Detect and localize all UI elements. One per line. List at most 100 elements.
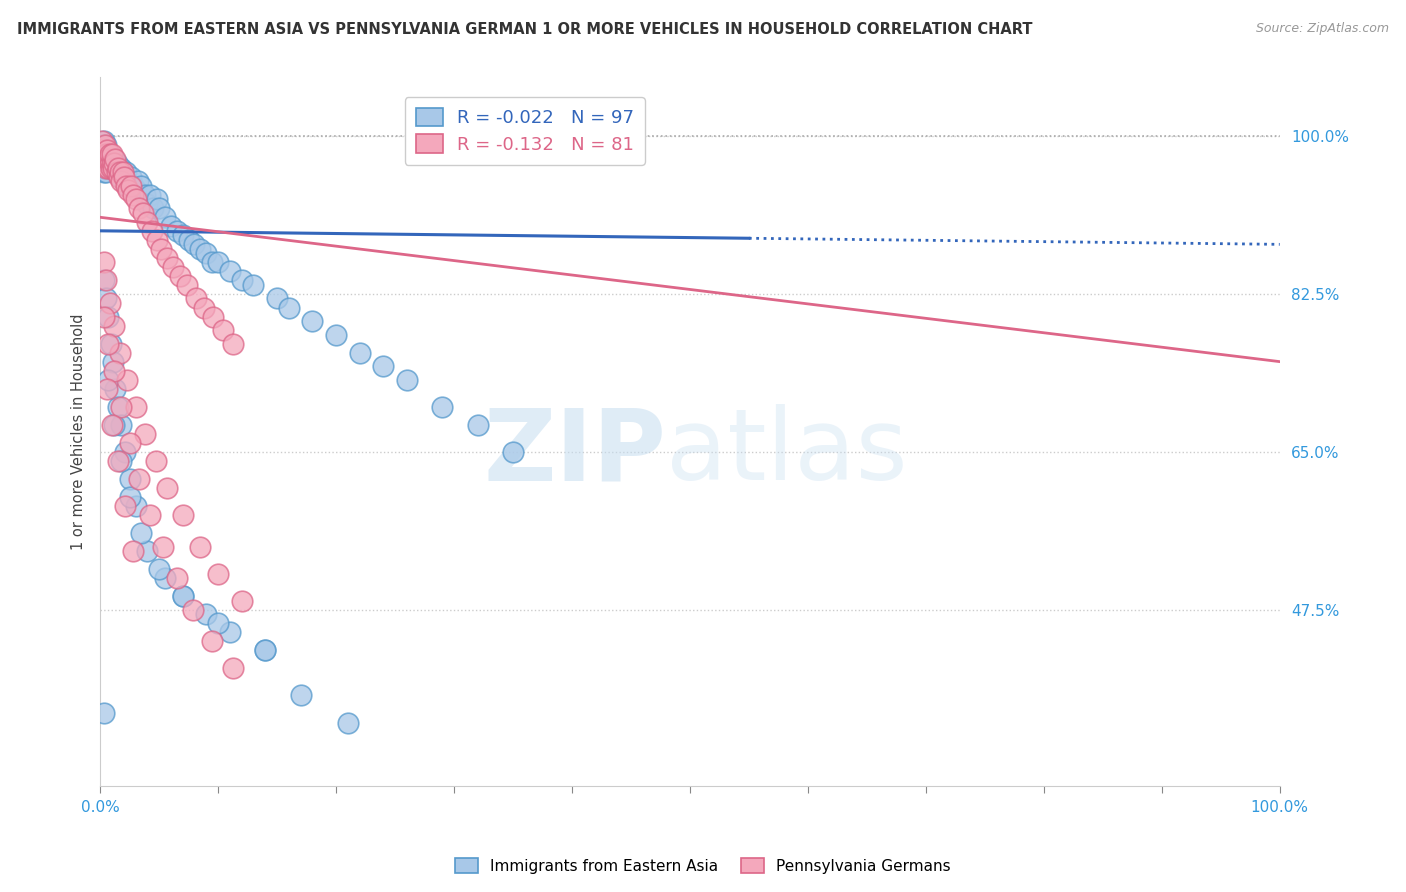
Point <box>172 228 194 243</box>
Point <box>98 156 121 170</box>
Point <box>90 143 112 157</box>
Point <box>93 165 115 179</box>
Point <box>277 301 299 315</box>
Point <box>118 435 141 450</box>
Point <box>107 161 129 175</box>
Point <box>120 178 142 193</box>
Point <box>115 165 138 179</box>
Point <box>152 540 174 554</box>
Point <box>101 161 124 175</box>
Point <box>131 178 153 193</box>
Point <box>105 165 128 179</box>
Point <box>219 264 242 278</box>
Point <box>97 373 120 387</box>
Point <box>124 400 146 414</box>
Point <box>219 625 242 640</box>
Point <box>117 373 139 387</box>
Point <box>101 156 124 170</box>
Point <box>145 454 167 468</box>
Point <box>145 233 167 247</box>
Point <box>94 152 117 166</box>
Point <box>172 589 194 603</box>
Point <box>93 255 115 269</box>
Point <box>97 161 120 175</box>
Point <box>195 607 218 622</box>
Point <box>145 192 167 206</box>
Point <box>104 382 127 396</box>
Point <box>162 260 184 274</box>
Point <box>94 161 117 175</box>
Point <box>94 161 117 175</box>
Point <box>110 174 132 188</box>
Point <box>108 345 131 359</box>
Point <box>91 138 114 153</box>
Point <box>94 143 117 157</box>
Point <box>96 156 118 170</box>
Point <box>110 161 132 175</box>
Point <box>136 196 159 211</box>
Point <box>107 400 129 414</box>
Point <box>101 152 124 166</box>
Point <box>242 277 264 292</box>
Point <box>138 187 160 202</box>
Point <box>150 242 173 256</box>
Point <box>160 219 183 234</box>
Point <box>134 426 156 441</box>
Point <box>94 292 117 306</box>
Point <box>103 156 125 170</box>
Point <box>118 472 141 486</box>
Point <box>142 201 165 215</box>
Point <box>97 310 120 324</box>
Point <box>103 364 125 378</box>
Point <box>111 165 134 179</box>
Point <box>138 508 160 522</box>
Point <box>124 499 146 513</box>
Point <box>153 211 176 225</box>
Point <box>111 165 134 179</box>
Point <box>94 152 117 166</box>
Point <box>467 417 489 432</box>
Point <box>98 161 121 175</box>
Point <box>97 156 120 170</box>
Point <box>131 206 153 220</box>
Point <box>96 152 118 166</box>
Point <box>93 152 115 166</box>
Point <box>183 237 205 252</box>
Point <box>169 268 191 283</box>
Point <box>349 345 371 359</box>
Point <box>211 323 233 337</box>
Point <box>325 327 347 342</box>
Point <box>148 201 170 215</box>
Point <box>502 445 524 459</box>
Point <box>101 147 124 161</box>
Point <box>254 643 277 657</box>
Point <box>207 255 229 269</box>
Point <box>395 373 418 387</box>
Point <box>100 336 122 351</box>
Point <box>91 134 114 148</box>
Point <box>124 192 146 206</box>
Point <box>93 273 115 287</box>
Point <box>290 689 312 703</box>
Point <box>120 169 142 184</box>
Text: ZIP: ZIP <box>484 404 666 501</box>
Point <box>94 156 117 170</box>
Point <box>97 336 120 351</box>
Point <box>93 134 115 148</box>
Point <box>131 526 153 541</box>
Point <box>98 296 121 310</box>
Point <box>301 314 323 328</box>
Point <box>101 417 124 432</box>
Point <box>201 255 224 269</box>
Point <box>153 571 176 585</box>
Point <box>104 161 127 175</box>
Point <box>136 215 159 229</box>
Point <box>94 147 117 161</box>
Point <box>104 152 127 166</box>
Point <box>254 643 277 657</box>
Point <box>336 715 359 730</box>
Point <box>148 562 170 576</box>
Point <box>105 156 128 170</box>
Point <box>107 165 129 179</box>
Point <box>122 178 145 193</box>
